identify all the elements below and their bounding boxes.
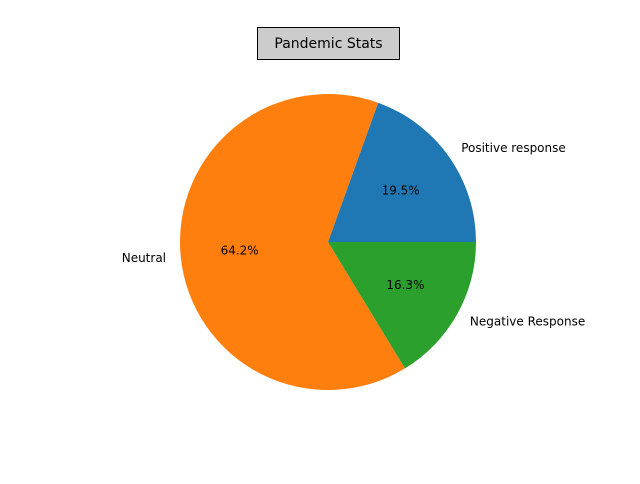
slice-label-neutral: Neutral xyxy=(122,251,166,265)
slice-label-positive-response: Positive response xyxy=(461,141,566,155)
chart-title: Pandemic Stats xyxy=(257,27,400,60)
pie-slice-positive-response xyxy=(328,102,476,242)
percent-label-positive-response: 19.5% xyxy=(382,183,420,197)
slice-label-negative-response: Negative Response xyxy=(470,314,585,328)
pie-slice-negative-response xyxy=(328,242,476,369)
percent-label-negative-response: 16.3% xyxy=(386,278,424,292)
pie-slice-neutral xyxy=(179,93,405,390)
percent-label-neutral: 64.2% xyxy=(221,243,259,257)
